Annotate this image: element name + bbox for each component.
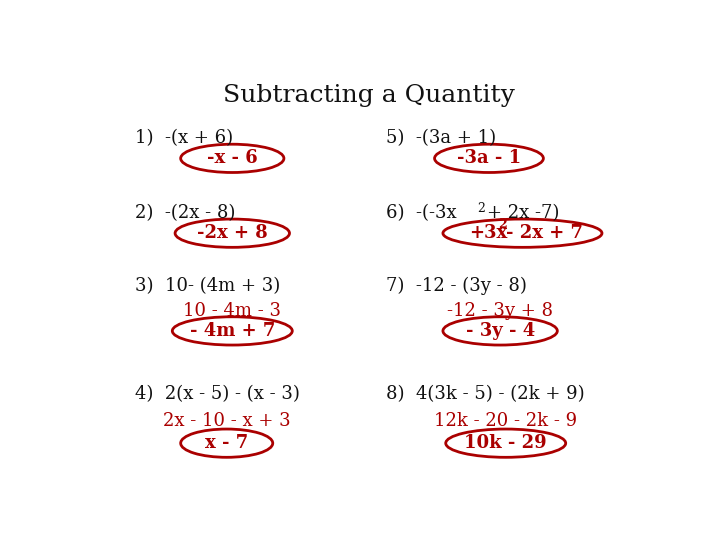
Text: 10 - 4m - 3: 10 - 4m - 3 [184, 302, 282, 320]
Text: -x - 6: -x - 6 [207, 150, 258, 167]
Text: - 2x + 7: - 2x + 7 [506, 224, 583, 242]
Text: -3a - 1: -3a - 1 [457, 150, 521, 167]
Text: 5)  -(3a + 1): 5) -(3a + 1) [386, 129, 496, 147]
Text: + 2x -7): + 2x -7) [487, 204, 559, 222]
Text: Subtracting a Quantity: Subtracting a Quantity [223, 84, 515, 106]
Text: x - 7: x - 7 [205, 434, 248, 452]
Text: 2: 2 [477, 202, 485, 215]
Text: 2)  -(2x - 8): 2) -(2x - 8) [135, 204, 235, 222]
Text: 6)  -(-3x: 6) -(-3x [386, 204, 456, 222]
Text: - 4m + 7: - 4m + 7 [189, 322, 275, 340]
Text: 7)  -12 - (3y - 8): 7) -12 - (3y - 8) [386, 277, 526, 295]
Text: +3x: +3x [469, 224, 508, 242]
Text: -12 - 3y + 8: -12 - 3y + 8 [447, 302, 553, 320]
Text: - 3y - 4: - 3y - 4 [466, 322, 535, 340]
Text: 10k - 29: 10k - 29 [464, 434, 547, 452]
Text: 2: 2 [498, 218, 507, 231]
Text: 12k - 20 - 2k - 9: 12k - 20 - 2k - 9 [434, 412, 577, 430]
Text: 2x - 10 - x + 3: 2x - 10 - x + 3 [163, 412, 291, 430]
Text: 4)  2(x - 5) - (x - 3): 4) 2(x - 5) - (x - 3) [135, 385, 300, 403]
Text: -2x + 8: -2x + 8 [197, 224, 268, 242]
Text: 1)  -(x + 6): 1) -(x + 6) [135, 129, 233, 147]
Text: 8)  4(3k - 5) - (2k + 9): 8) 4(3k - 5) - (2k + 9) [386, 385, 585, 403]
Text: 3)  10- (4m + 3): 3) 10- (4m + 3) [135, 277, 280, 295]
